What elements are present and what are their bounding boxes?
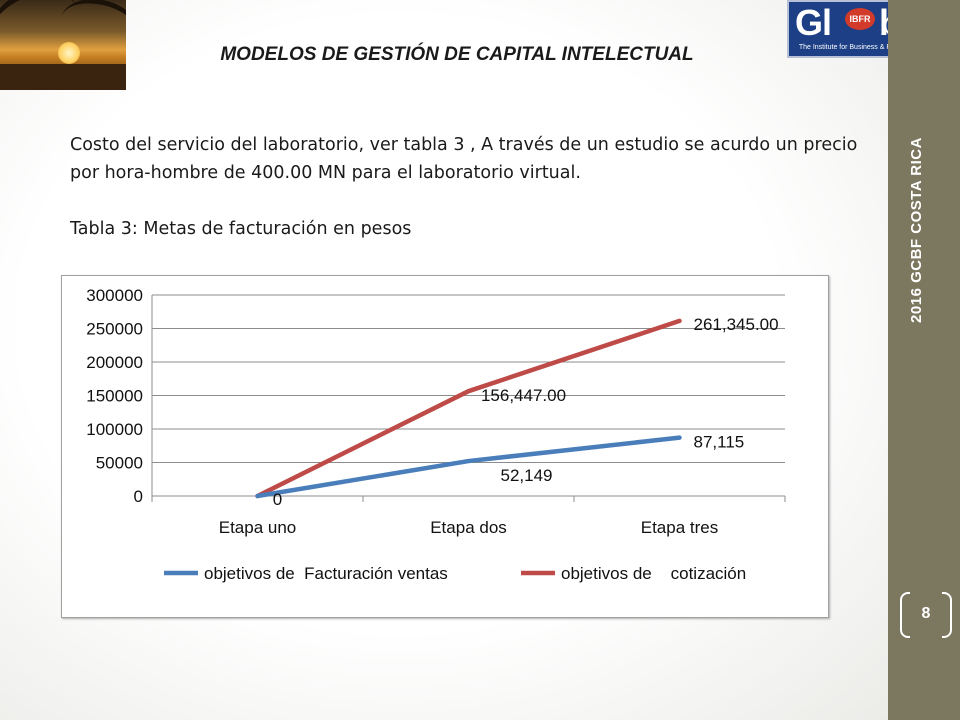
series-line-facturacion: [255, 435, 682, 499]
page-number-box: 8: [900, 592, 952, 638]
y-tick-label: 250000: [86, 320, 143, 339]
y-tick-label: 200000: [86, 353, 143, 372]
logo-badge: IBFR: [845, 8, 875, 30]
sun-graphic: [58, 42, 80, 64]
sunset-palm-photo: [0, 0, 126, 90]
data-label: 52,149: [501, 466, 553, 485]
body-paragraph: Costo del servicio del laboratorio, ver …: [70, 131, 860, 187]
vertical-conference-title: 2016 GCBF COSTA RICA: [908, 137, 925, 323]
left-bracket-icon: [900, 592, 910, 638]
legend-label: objetivos de cotización: [561, 564, 746, 583]
y-tick-label: 300000: [86, 286, 143, 305]
data-label: 156,447.00: [481, 386, 566, 405]
logo-tagline: The Institute for Business & Finance Res…: [798, 44, 944, 51]
line-chart: 0 50000 100000 150000 200000 250000 300000 Etap…: [86, 286, 786, 583]
data-label: 87,115: [694, 433, 745, 452]
y-tick-label: 100000: [86, 420, 143, 439]
y-tick-label: 150000: [86, 387, 143, 406]
y-tick-label: 50000: [96, 454, 143, 473]
legend-label: objetivos de Facturación ventas: [204, 564, 448, 583]
body-paragraph-text: Costo del servicio del laboratorio, ver …: [70, 135, 858, 183]
logo-text-part1: Gl: [795, 2, 832, 43]
table-caption: Tabla 3: Metas de facturación en pesos: [70, 219, 412, 239]
page-number: 8: [921, 605, 931, 622]
sea-graphic: [0, 64, 126, 90]
x-tick-label: Etapa uno: [219, 518, 297, 537]
x-tick-label: Etapa tres: [641, 518, 719, 537]
slide-title: MODELOS DE GESTIÓN DE CAPITAL INTELECTUA…: [220, 44, 694, 65]
vertical-title-container: 2016 GCBF COSTA RICA: [897, 137, 937, 620]
x-tick-label: Etapa dos: [430, 518, 507, 537]
chart-frame: [61, 275, 829, 618]
series-line-cotizacion: [255, 318, 682, 499]
y-tick-label: 0: [134, 487, 143, 506]
right-bracket-icon: [942, 592, 952, 638]
data-label: 0: [273, 490, 282, 509]
data-label: 261,345.00: [694, 315, 779, 334]
